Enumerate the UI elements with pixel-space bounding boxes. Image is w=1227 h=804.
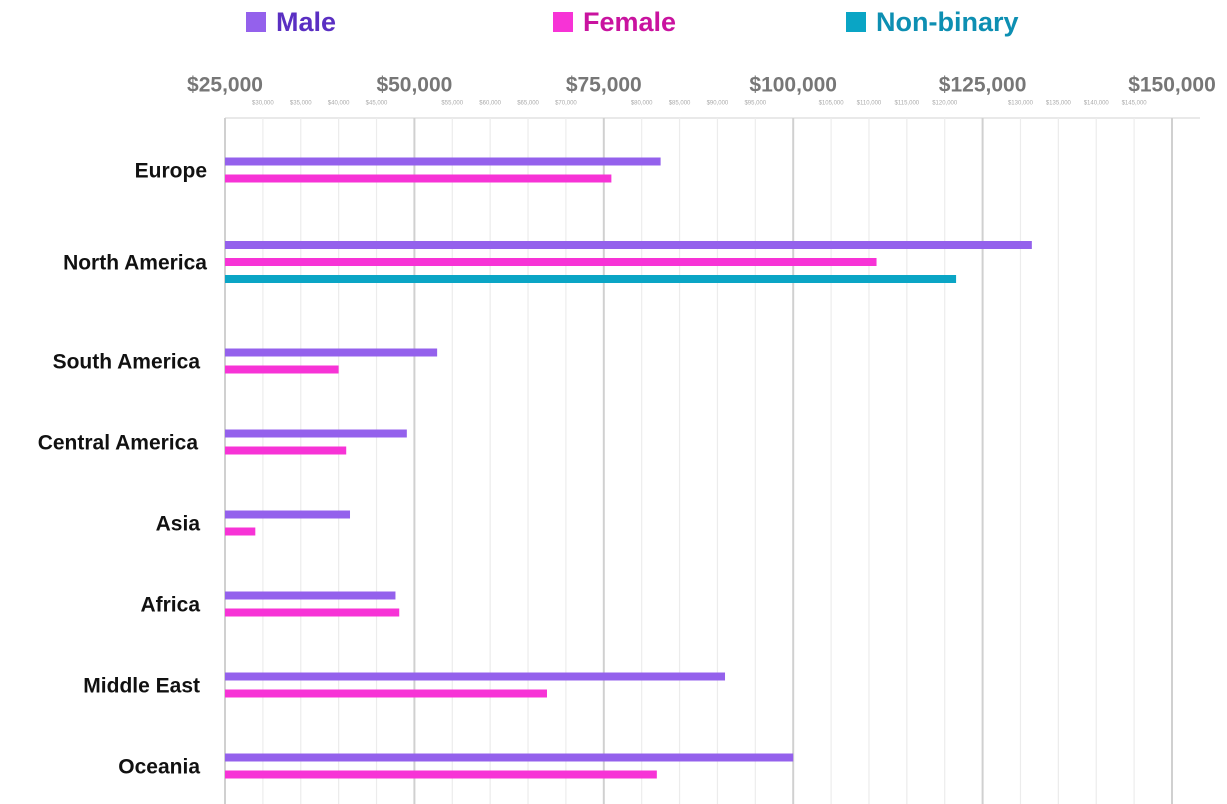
bar: [225, 365, 339, 374]
minor-tick-label: $105,000: [819, 101, 845, 107]
x-tick-label: $125,000: [939, 74, 1027, 97]
bar: [225, 608, 400, 617]
bar: [225, 591, 396, 600]
minor-tick-label: $65,000: [517, 101, 539, 107]
minor-tick-label: $70,000: [555, 101, 577, 107]
bar: [225, 157, 661, 166]
minor-tick-label: $120,000: [932, 101, 958, 107]
minor-tick-label: $45,000: [366, 101, 388, 107]
legend-swatch: [846, 12, 866, 32]
bar: [225, 672, 726, 681]
category-label: South America: [53, 351, 201, 374]
bar: [225, 689, 547, 698]
minor-tick-label: $140,000: [1084, 101, 1110, 107]
category-label: Africa: [140, 594, 200, 617]
minor-tick-label: $60,000: [479, 101, 501, 107]
minor-tick-label: $110,000: [857, 101, 882, 107]
x-tick-label: $25,000: [187, 74, 263, 97]
bar: [225, 174, 612, 183]
category-label: Central America: [38, 432, 199, 455]
legend-swatch: [553, 12, 573, 32]
legend-label: Female: [583, 7, 676, 37]
legend-label: Non-binary: [876, 7, 1019, 37]
minor-tick-label: $145,000: [1122, 101, 1148, 107]
legend-swatch: [246, 12, 266, 32]
minor-tick-label: $80,000: [631, 101, 653, 107]
minor-tick-label: $90,000: [707, 101, 729, 107]
x-tick-label: $75,000: [566, 74, 642, 97]
bar: [225, 275, 957, 283]
category-label: Europe: [135, 160, 207, 183]
x-tick-label: $100,000: [749, 74, 837, 97]
minor-tick-label: $115,000: [895, 101, 920, 107]
legend-label: Male: [276, 7, 336, 37]
bar: [225, 241, 1032, 249]
minor-tick-label: $55,000: [441, 101, 463, 107]
bar: [225, 770, 657, 779]
category-label: Middle East: [83, 675, 200, 698]
category-label: Asia: [156, 513, 201, 536]
x-tick-label: $150,000: [1128, 74, 1216, 97]
bar: [225, 429, 407, 438]
minor-tick-label: $135,000: [1046, 101, 1072, 107]
category-label: Oceania: [118, 756, 200, 779]
bar: [225, 446, 347, 455]
minor-tick-label: $35,000: [290, 101, 312, 107]
category-label: North America: [63, 252, 207, 275]
minor-tick-label: $40,000: [328, 101, 350, 107]
bar: [225, 348, 438, 357]
minor-tick-label: $30,000: [252, 101, 274, 107]
bar: [225, 527, 256, 536]
bar: [225, 258, 877, 266]
minor-tick-label: $130,000: [1008, 101, 1034, 107]
bar: [225, 510, 351, 519]
x-tick-label: $50,000: [376, 74, 452, 97]
minor-tick-label: $85,000: [669, 101, 691, 107]
bar: [225, 753, 794, 762]
minor-tick-label: $95,000: [744, 101, 766, 107]
